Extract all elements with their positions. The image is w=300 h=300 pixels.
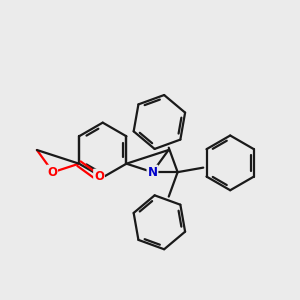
Text: N: N <box>148 166 158 178</box>
Text: O: O <box>47 166 57 178</box>
Text: O: O <box>94 169 104 183</box>
